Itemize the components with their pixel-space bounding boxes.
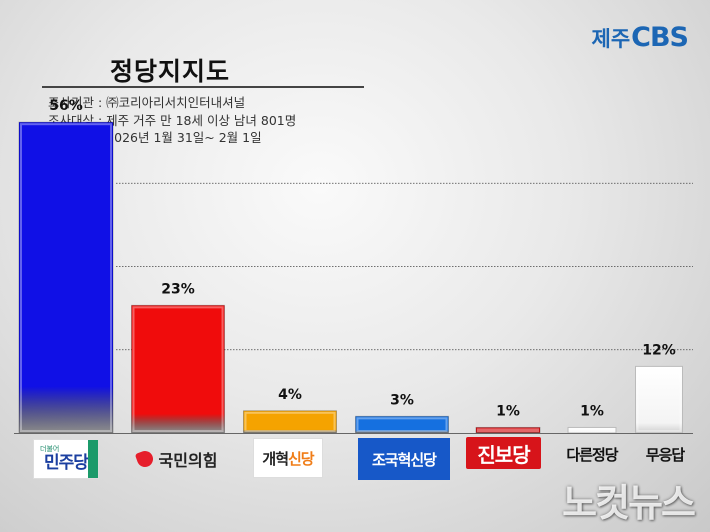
brand-logo: 제주CBS (591, 22, 689, 53)
bar-ppp (131, 304, 225, 434)
bar-highlight (132, 306, 224, 433)
value-label: 3% (390, 392, 414, 408)
minjoo-party-logo: 더불어 민주당 (33, 439, 99, 479)
minjoo-large-text: 민주당 (44, 453, 89, 473)
brand-name: CBS (631, 22, 689, 53)
bar-highlight (20, 123, 112, 432)
survey-agency: 조사기관 : ㈜코리아리서치인터내셔널 (48, 95, 246, 110)
reform-label-b: 신당 (288, 449, 315, 468)
reform-party-logo: 개혁 신당 (253, 438, 323, 478)
rebuild-label: 조국혁신당 (371, 450, 437, 469)
progress-label: 진보당 (477, 442, 530, 467)
bar-reform (243, 410, 337, 434)
minjoo-green-bar (88, 440, 98, 478)
value-label: 1% (580, 403, 604, 419)
ppp-mark-icon (134, 448, 155, 470)
value-label: 56% (49, 98, 83, 114)
bar-no-answer (635, 365, 683, 434)
other-party-label: 다른정당 (566, 445, 618, 464)
ppp-label: 국민의힘 (158, 451, 218, 470)
minjoo-small-text: 더불어 (40, 445, 60, 453)
title-underline (42, 86, 364, 88)
no-answer-label: 무응답 (645, 445, 685, 464)
brand-prefix: 제주 (591, 27, 631, 51)
bar-highlight (477, 428, 539, 433)
progress-party-logo: 진보당 (466, 437, 541, 469)
ppp-party-logo: 국민의힘 (122, 444, 232, 474)
bar-highlight (569, 428, 615, 433)
bar-highlight (244, 411, 336, 432)
value-label: 4% (278, 387, 302, 403)
chart-title: 정당지지도 (110, 57, 231, 86)
watermark: 노컷뉴스 (562, 481, 696, 525)
value-label: 12% (642, 342, 676, 358)
bar-minjoo (18, 121, 114, 434)
value-label: 1% (496, 403, 520, 419)
rebuild-party-logo: 조국혁신당 (358, 438, 450, 480)
reform-label-a: 개혁 (262, 449, 289, 468)
bar-highlight (356, 417, 448, 433)
bar-highlight (636, 367, 682, 432)
value-label: 23% (161, 281, 195, 297)
